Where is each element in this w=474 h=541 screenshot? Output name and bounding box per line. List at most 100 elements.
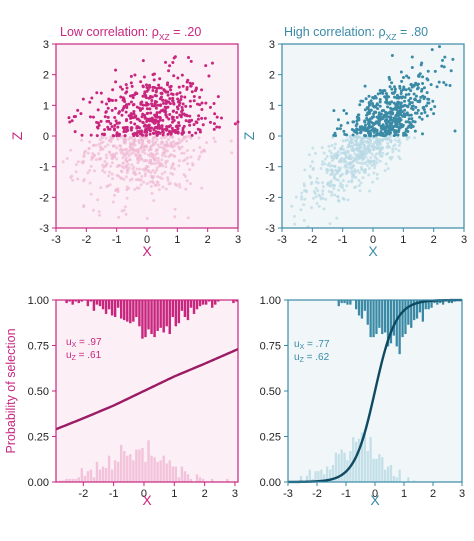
scatter-point-unselected <box>366 137 370 141</box>
annotation-uz: uZ = .62 <box>294 352 330 364</box>
scatter-point-unselected <box>359 152 363 156</box>
scatter-point-unselected <box>177 182 181 186</box>
scatter-point-selected <box>80 133 84 137</box>
histogram-bar-unselected <box>352 437 355 482</box>
scatter-point-selected <box>413 129 417 133</box>
scatter-point-unselected <box>325 154 329 158</box>
scatter-point-selected <box>123 134 127 138</box>
y-tick-label: -3 <box>265 223 275 235</box>
scatter-point-unselected <box>391 147 395 151</box>
scatter-point-unselected <box>182 172 186 176</box>
scatter-point-unselected <box>332 187 336 191</box>
scatter-point-unselected <box>128 158 132 162</box>
histogram-bar-selected <box>407 300 410 325</box>
scatter-point-selected <box>129 74 133 78</box>
histogram-bar-unselected <box>159 460 162 482</box>
x-tick-label: 1 <box>401 488 407 500</box>
scatter-point-selected <box>404 93 408 97</box>
scatter-point-selected <box>401 76 405 80</box>
scatter-point-unselected <box>171 172 175 176</box>
scatter-point-selected <box>378 100 382 104</box>
histogram-bar-unselected <box>162 455 165 482</box>
scatter-point-unselected <box>317 204 321 208</box>
selection-probability-panel-high: uX = .77 uZ = .62 -3 -2 -1 0 1 2 3 0.00 0.25 0.5… <box>260 295 465 508</box>
scatter-point-unselected <box>375 146 379 150</box>
x-tick-label: 2 <box>202 488 208 500</box>
scatter-point-unselected <box>142 147 146 151</box>
scatter-point-unselected <box>147 169 151 173</box>
scatter-point-selected <box>188 119 192 123</box>
histogram-bar-unselected <box>171 466 174 482</box>
scatter-point-unselected <box>149 151 153 155</box>
scatter-point-unselected <box>375 172 379 176</box>
scatter-point-unselected <box>164 165 168 169</box>
x-tick-label: -2 <box>307 234 317 246</box>
scatter-point-selected <box>420 61 424 65</box>
scatter-point-unselected <box>114 151 118 155</box>
scatter-point-unselected <box>132 165 136 169</box>
scatter-point-selected <box>212 122 216 126</box>
histogram-bar-unselected <box>369 437 372 482</box>
scatter-point-unselected <box>137 155 141 159</box>
scatter-point-unselected <box>386 167 390 171</box>
scatter-point-selected <box>375 115 379 119</box>
scatter-point-selected <box>144 83 148 87</box>
scatter-point-selected <box>404 129 408 133</box>
scatter-point-unselected <box>91 208 95 212</box>
histogram-bar-selected <box>413 300 416 321</box>
y-tick-label: -1 <box>39 162 49 174</box>
scatter-point-unselected <box>343 152 347 156</box>
scatter-point-selected <box>170 126 174 130</box>
scatter-point-selected <box>215 115 219 119</box>
scatter-point-selected <box>76 108 80 112</box>
x-tick-label: -1 <box>109 488 119 500</box>
scatter-point-unselected <box>335 153 339 157</box>
scatter-point-unselected <box>364 155 368 159</box>
histogram-bar-selected <box>340 300 343 304</box>
scatter-point-unselected <box>103 145 107 149</box>
y-tick-label: 3 <box>43 39 49 51</box>
histogram-bar-selected <box>113 300 117 318</box>
scatter-point-selected <box>112 134 116 138</box>
scatter-point-selected <box>145 86 149 90</box>
scatter-point-unselected <box>137 141 141 145</box>
scatter-point-selected <box>161 133 165 137</box>
scatter-point-unselected <box>316 189 320 193</box>
scatter-point-unselected <box>184 175 188 179</box>
histogram-bar-unselected <box>168 460 171 482</box>
scatter-point-unselected <box>353 152 357 156</box>
histogram-bar-selected <box>381 300 384 335</box>
histogram-bar-selected <box>211 300 214 308</box>
x-tick-label: -3 <box>51 234 61 246</box>
x-tick-label: 0 <box>144 234 150 246</box>
histogram-bar-selected <box>360 300 364 319</box>
scatter-point-selected <box>124 119 128 123</box>
scatter-point-unselected <box>140 174 144 178</box>
scatter-point-unselected <box>212 136 216 140</box>
scatter-point-selected <box>194 131 198 135</box>
scatter-point-selected <box>127 102 131 106</box>
scatter-point-selected <box>372 112 376 116</box>
scatter-point-selected <box>413 97 417 101</box>
scatter-point-selected <box>416 74 420 78</box>
scatter-point-selected <box>176 130 180 134</box>
scatter-point-unselected <box>172 154 176 158</box>
scatter-point-selected <box>158 104 162 108</box>
scatter-point-selected <box>381 91 385 95</box>
scatter-point-unselected <box>339 181 343 185</box>
scatter-point-unselected <box>205 141 209 145</box>
scatter-point-selected <box>110 108 114 112</box>
scatter-point-unselected <box>133 149 137 153</box>
scatter-point-unselected <box>156 156 160 160</box>
scatter-point-selected <box>414 105 418 109</box>
annotation-ux: uX = .97 <box>66 337 102 349</box>
scatter-point-selected <box>122 127 126 131</box>
x-tick-label: -2 <box>78 488 88 500</box>
scatter-panel-high-correlation: High correlation: ρXZ = .80 -3 -2 -1 0 1 2 3 -… <box>241 25 467 259</box>
histogram-bar-unselected <box>198 477 202 482</box>
scatter-point-unselected <box>391 150 395 154</box>
scatter-point-unselected <box>362 143 366 147</box>
scatter-point-selected <box>219 116 223 120</box>
scatter-point-unselected <box>230 151 234 155</box>
scatter-point-unselected <box>364 146 368 150</box>
